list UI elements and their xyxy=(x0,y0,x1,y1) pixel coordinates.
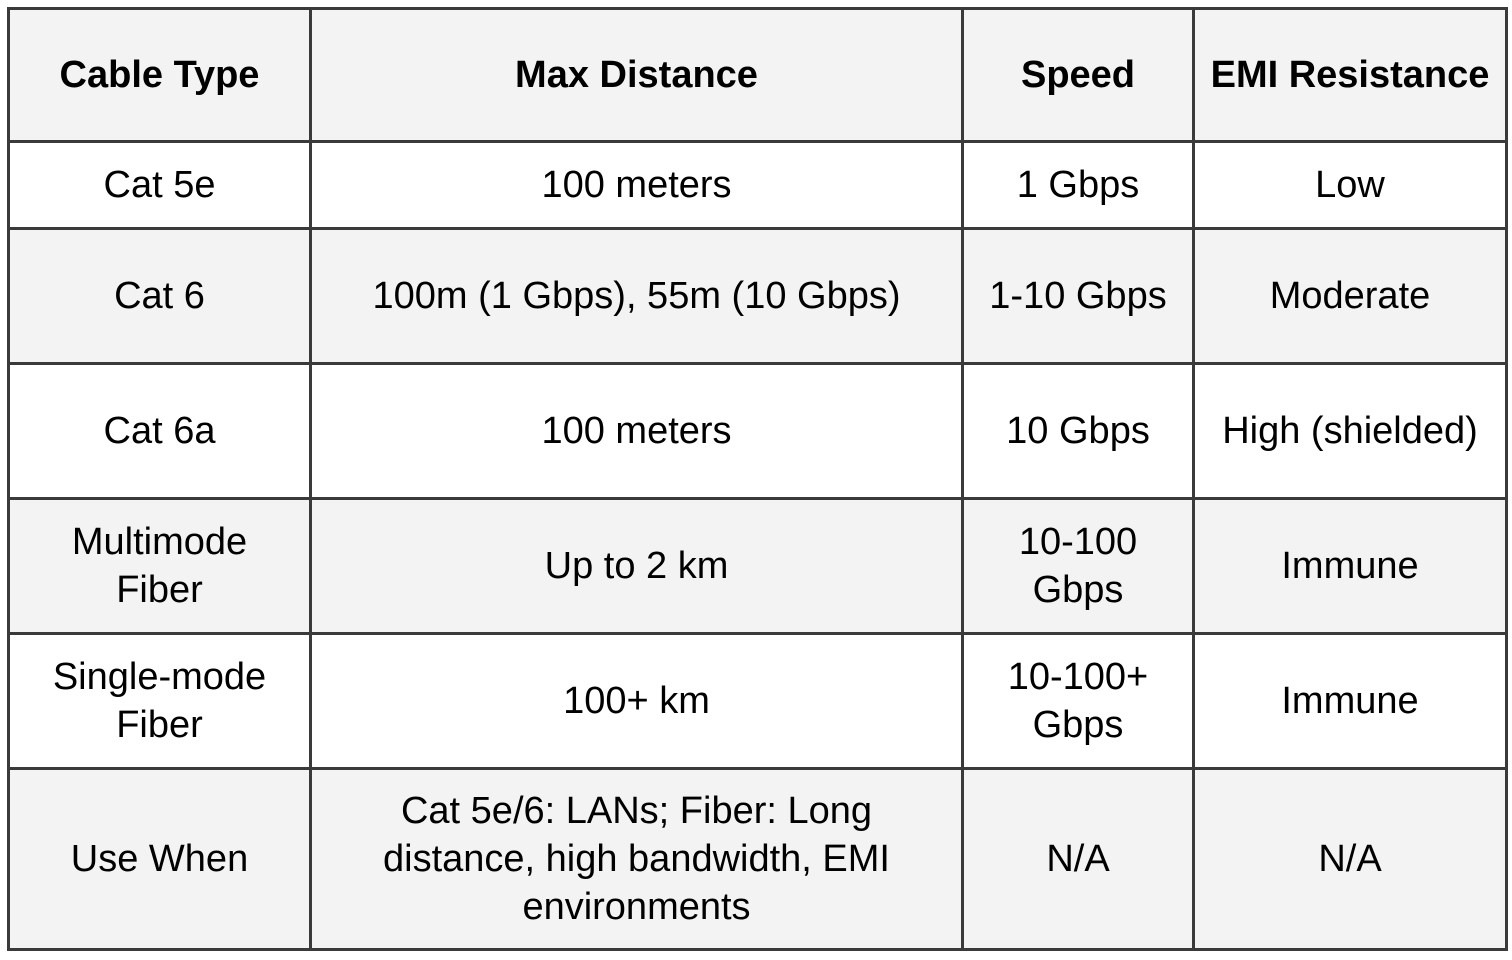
cell-emi-resistance: Immune xyxy=(1192,632,1508,770)
cell-cable-type: Multimode Fiber xyxy=(7,497,312,635)
table-row: Cat 6a 100 meters 10 Gbps High (shielded… xyxy=(7,362,1508,500)
cell-speed: 1-10 Gbps xyxy=(961,227,1195,365)
cell-max-distance: 100m (1 Gbps), 55m (10 Gbps) xyxy=(309,227,964,365)
table-header-row: Cable Type Max Distance Speed EMI Resist… xyxy=(7,7,1508,143)
cell-speed: 1 Gbps xyxy=(961,140,1195,230)
cell-cable-type: Cat 5e xyxy=(7,140,312,230)
cell-max-distance: Cat 5e/6: LANs; Fiber: Long distance, hi… xyxy=(309,767,964,951)
cell-max-distance: 100+ km xyxy=(309,632,964,770)
cell-emi-resistance: High (shielded) xyxy=(1192,362,1508,500)
cell-speed: 10 Gbps xyxy=(961,362,1195,500)
cell-emi-resistance: Low xyxy=(1192,140,1508,230)
table-row: Cat 5e 100 meters 1 Gbps Low xyxy=(7,140,1508,230)
cell-cable-type: Single-mode Fiber xyxy=(7,632,312,770)
header-emi-resistance: EMI Resistance xyxy=(1192,7,1508,143)
cell-speed: 10-100 Gbps xyxy=(961,497,1195,635)
cell-max-distance: 100 meters xyxy=(309,140,964,230)
cell-max-distance: 100 meters xyxy=(309,362,964,500)
cell-max-distance: Up to 2 km xyxy=(309,497,964,635)
header-speed: Speed xyxy=(961,7,1195,143)
cell-emi-resistance: Moderate xyxy=(1192,227,1508,365)
cell-cable-type: Cat 6a xyxy=(7,362,312,500)
cell-emi-resistance: Immune xyxy=(1192,497,1508,635)
cell-cable-type: Cat 6 xyxy=(7,227,312,365)
cell-emi-resistance: N/A xyxy=(1192,767,1508,951)
table-row: Single-mode Fiber 100+ km 10-100+ Gbps I… xyxy=(7,632,1508,770)
header-cable-type: Cable Type xyxy=(7,7,312,143)
header-max-distance: Max Distance xyxy=(309,7,964,143)
table-row: Use When Cat 5e/6: LANs; Fiber: Long dis… xyxy=(7,767,1508,951)
cell-speed: 10-100+ Gbps xyxy=(961,632,1195,770)
cable-comparison-table: Cable Type Max Distance Speed EMI Resist… xyxy=(7,7,1508,951)
cell-speed: N/A xyxy=(961,767,1195,951)
cable-comparison-table-container: Cable Type Max Distance Speed EMI Resist… xyxy=(7,7,1508,951)
table-row: Cat 6 100m (1 Gbps), 55m (10 Gbps) 1-10 … xyxy=(7,227,1508,365)
table-row: Multimode Fiber Up to 2 km 10-100 Gbps I… xyxy=(7,497,1508,635)
cell-cable-type: Use When xyxy=(7,767,312,951)
